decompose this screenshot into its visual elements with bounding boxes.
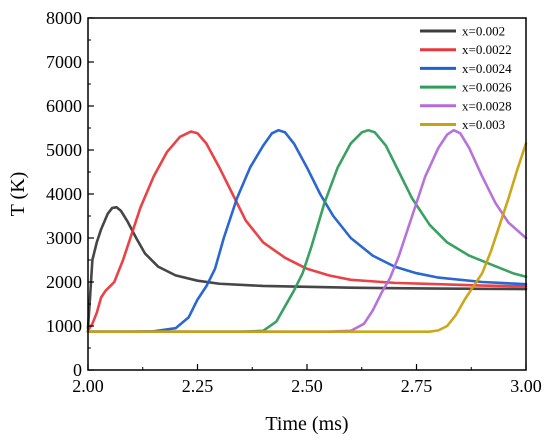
x-tick-label: 2.50 — [291, 376, 323, 396]
legend-label: x=0.0028 — [462, 98, 512, 113]
legend-item: x=0.0024 — [420, 61, 512, 76]
x-tick-label: 2.00 — [72, 376, 104, 396]
series-line-4 — [86, 128, 528, 334]
x-tick-label: 3.00 — [510, 376, 542, 396]
y-axis-ticks: 0 1000 2000 3000 4000 5000 6000 7000 8000 — [46, 8, 94, 380]
legend-label: x=0.002 — [462, 24, 505, 39]
legend-item: x=0.003 — [420, 117, 505, 132]
series-line-3 — [86, 128, 528, 334]
series-line-5 — [86, 142, 528, 334]
y-tick-label: 8000 — [46, 8, 82, 28]
y-tick-label: 1000 — [46, 316, 82, 336]
y-tick-label: 0 — [73, 360, 82, 380]
y-tick-label: 5000 — [46, 140, 82, 160]
x-tick-label: 2.25 — [182, 376, 214, 396]
legend-label: x=0.0022 — [462, 42, 512, 57]
series-line-0 — [86, 205, 528, 330]
y-tick-label: 4000 — [46, 184, 82, 204]
y-axis-title: T (K) — [7, 172, 29, 217]
x-tick-label: 2.75 — [401, 376, 433, 396]
series-line-2 — [86, 128, 528, 334]
y-tick-label: 6000 — [46, 96, 82, 116]
y-tick-label: 7000 — [46, 52, 82, 72]
plot-frame — [87, 17, 527, 371]
series-lines — [86, 128, 528, 334]
y-tick-label: 2000 — [46, 272, 82, 292]
legend-label: x=0.003 — [462, 117, 505, 132]
x-axis-title: Time (ms) — [265, 413, 348, 435]
legend: x=0.002 x=0.0022 x=0.0024 x=0.0026 x=0.0028 x… — [420, 24, 512, 132]
legend-item: x=0.0026 — [420, 80, 512, 95]
legend-item: x=0.002 — [420, 24, 505, 39]
legend-label: x=0.0026 — [462, 80, 512, 95]
x-axis-ticks: 2.00 2.25 2.50 2.75 3.00 — [72, 364, 542, 396]
series-line-1 — [86, 130, 528, 332]
legend-item: x=0.0028 — [420, 98, 512, 113]
y-tick-label: 3000 — [46, 228, 82, 248]
legend-label: x=0.0024 — [462, 61, 512, 76]
legend-item: x=0.0022 — [420, 42, 512, 57]
